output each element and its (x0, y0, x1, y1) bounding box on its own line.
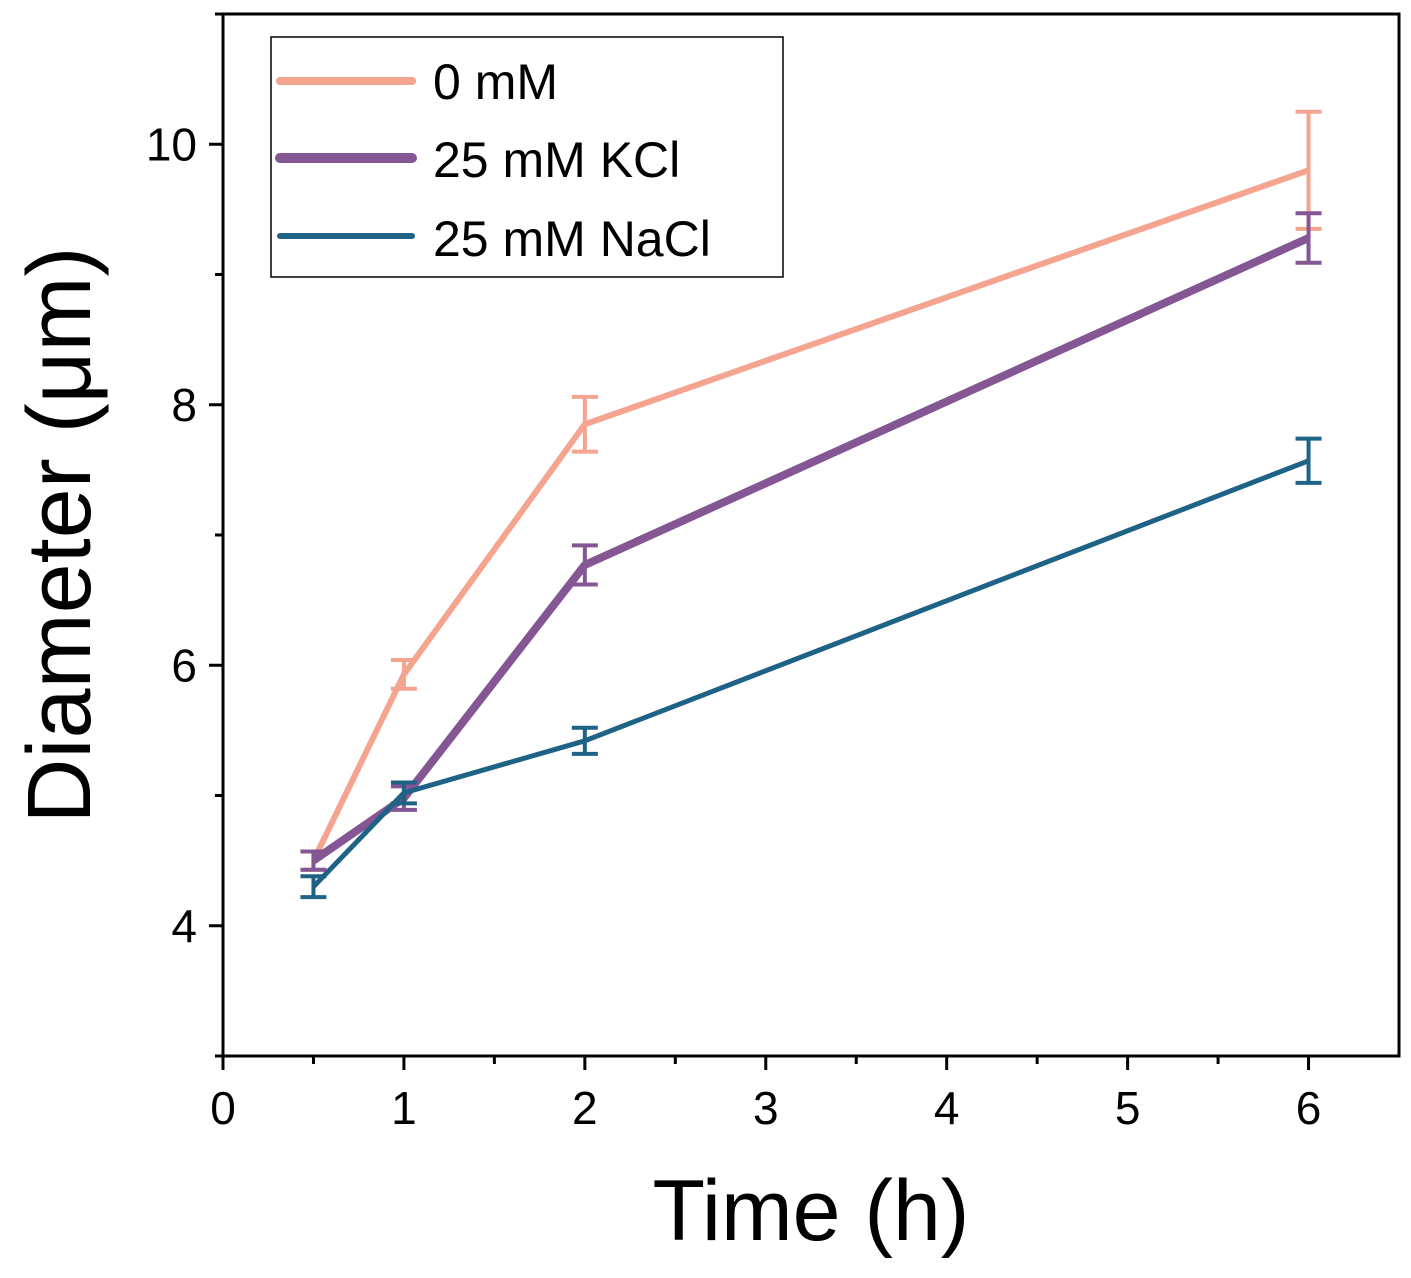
x-tick-label: 4 (934, 1082, 960, 1134)
data-point (401, 790, 406, 795)
x-tick-label: 2 (572, 1082, 598, 1134)
x-tick-label: 0 (210, 1082, 236, 1134)
y-tick-label: 8 (171, 379, 197, 431)
legend-label-nacl: 25 mM NaCl (433, 211, 711, 267)
x-tick-label: 1 (391, 1082, 417, 1134)
y-axis-ticks: 4 6 8 10 (146, 12, 223, 1058)
data-point (311, 884, 316, 889)
series-line (311, 234, 1311, 864)
data-point (582, 422, 587, 427)
y-tick-label: 10 (146, 118, 197, 170)
x-axis-title: Time (h) (653, 1163, 970, 1259)
series-1 (300, 211, 1322, 872)
data-point (582, 738, 587, 743)
series-layer (300, 109, 1322, 900)
data-point (401, 672, 406, 677)
series-2 (300, 436, 1322, 900)
legend-label-kcl: 25 mM KCl (433, 132, 680, 188)
legend-label-0mM: 0 mM (433, 54, 558, 110)
data-point (311, 858, 316, 863)
data-point (1306, 236, 1311, 241)
series-line (311, 458, 1310, 889)
y-axis-title: Diameter (μm) (10, 247, 110, 824)
x-tick-label: 6 (1296, 1082, 1322, 1134)
series-line (310, 167, 1310, 862)
y-tick-label: 4 (171, 900, 197, 952)
data-point (1306, 458, 1311, 463)
y-tick-label: 6 (171, 639, 197, 691)
x-tick-label: 5 (1115, 1082, 1141, 1134)
data-point (1306, 168, 1311, 173)
legend: 0 mM 25 mM KCl 25 mM NaCl (270, 36, 784, 278)
data-point (582, 562, 587, 567)
x-axis-ticks: 0 1 2 3 4 5 6 (210, 1056, 1321, 1134)
x-tick-label: 3 (753, 1082, 779, 1134)
